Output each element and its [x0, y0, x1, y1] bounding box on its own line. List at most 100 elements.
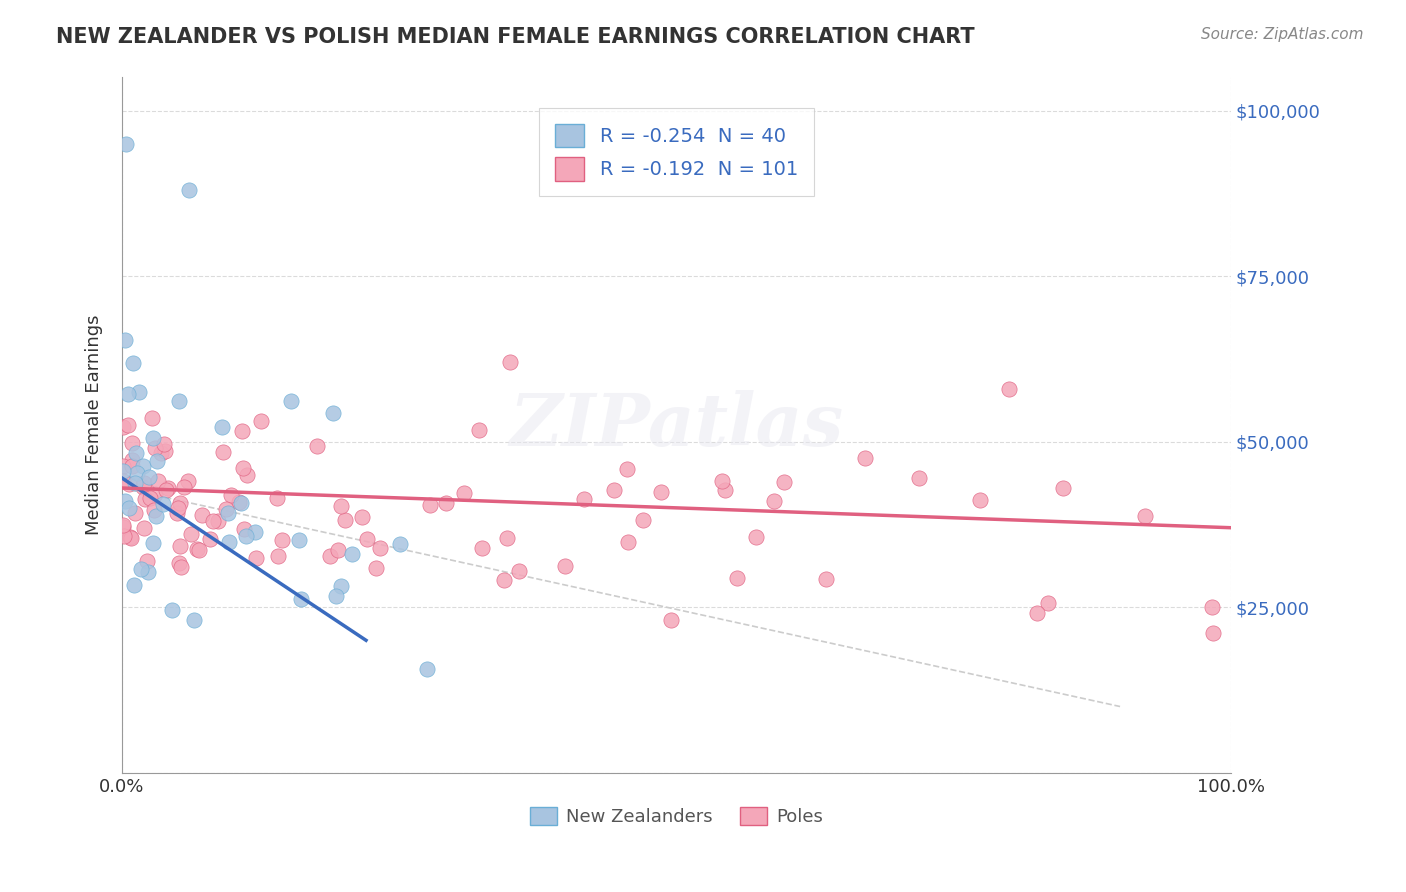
New Zealanders [127, 466, 149, 480]
Poles [177, 474, 200, 488]
Poles [499, 355, 522, 369]
Poles [250, 414, 273, 428]
Poles [143, 441, 166, 455]
Poles [762, 493, 785, 508]
Poles [120, 532, 142, 546]
Poles [330, 499, 353, 513]
New Zealanders [142, 536, 165, 550]
Poles [356, 532, 378, 546]
Poles [180, 527, 202, 541]
Poles [853, 450, 876, 465]
Poles [207, 514, 229, 528]
New Zealanders [128, 384, 150, 399]
Poles [153, 437, 176, 451]
New Zealanders [117, 387, 139, 401]
Poles [969, 493, 991, 508]
Poles [139, 491, 162, 505]
Poles [228, 495, 250, 509]
New Zealanders [290, 592, 312, 607]
Poles [508, 564, 530, 578]
Poles [419, 498, 441, 512]
New Zealanders [179, 183, 201, 197]
Poles [1201, 600, 1223, 615]
New Zealanders [114, 333, 136, 347]
New Zealanders [183, 613, 205, 627]
New Zealanders [211, 420, 233, 434]
Poles [1133, 509, 1156, 524]
Poles [112, 474, 135, 488]
Poles [132, 475, 155, 490]
Poles [659, 614, 682, 628]
New Zealanders [132, 459, 155, 474]
Text: ZIPatlas: ZIPatlas [509, 390, 844, 460]
Poles [814, 572, 837, 586]
Text: Source: ZipAtlas.com: Source: ZipAtlas.com [1201, 27, 1364, 42]
New Zealanders [122, 578, 145, 592]
Poles [725, 571, 748, 585]
New Zealanders [322, 406, 344, 420]
Poles [212, 444, 235, 458]
Poles [468, 423, 491, 437]
Poles [650, 484, 672, 499]
Poles [202, 514, 225, 528]
Poles [266, 491, 288, 505]
Poles [453, 486, 475, 500]
Y-axis label: Median Female Earnings: Median Female Earnings [86, 315, 103, 535]
New Zealanders [142, 431, 165, 445]
New Zealanders [129, 562, 152, 576]
Poles [112, 458, 135, 473]
Poles [319, 549, 342, 563]
Poles [143, 503, 166, 517]
New Zealanders [138, 470, 160, 484]
Poles [710, 474, 733, 488]
New Zealanders [329, 579, 352, 593]
Poles [117, 417, 139, 432]
Poles [616, 462, 638, 476]
Poles [124, 507, 146, 521]
New Zealanders [124, 476, 146, 491]
Poles [112, 419, 135, 434]
Poles [118, 530, 141, 544]
Poles [169, 556, 191, 570]
Poles [169, 496, 191, 510]
Poles [173, 480, 195, 494]
Poles [232, 461, 254, 475]
Poles [1202, 626, 1225, 640]
Poles [221, 488, 243, 502]
New Zealanders [162, 603, 184, 617]
Poles [112, 529, 135, 543]
Poles [186, 541, 208, 556]
Poles [434, 495, 457, 509]
Poles [148, 475, 170, 489]
Text: NEW ZEALANDER VS POLISH MEDIAN FEMALE EARNINGS CORRELATION CHART: NEW ZEALANDER VS POLISH MEDIAN FEMALE EA… [56, 27, 974, 46]
Poles [603, 483, 626, 497]
Poles [187, 542, 209, 557]
New Zealanders [167, 394, 190, 409]
New Zealanders [288, 533, 311, 547]
Poles [554, 558, 576, 573]
Poles [328, 543, 350, 558]
Poles [143, 487, 166, 501]
New Zealanders [125, 446, 148, 460]
New Zealanders [340, 547, 363, 561]
Poles [1036, 596, 1059, 610]
Poles [714, 483, 737, 498]
Poles [153, 444, 176, 458]
Poles [233, 522, 256, 536]
Poles [141, 411, 163, 425]
New Zealanders [229, 495, 252, 509]
New Zealanders [416, 662, 439, 676]
Poles [166, 506, 188, 520]
Poles [231, 424, 253, 438]
Poles [745, 530, 768, 544]
Poles [121, 452, 143, 467]
Poles [496, 531, 519, 545]
Poles [112, 520, 135, 534]
New Zealanders [114, 136, 136, 151]
Poles [200, 532, 222, 546]
Poles [368, 541, 391, 555]
New Zealanders [243, 525, 266, 540]
Legend: New Zealanders, Poles: New Zealanders, Poles [523, 799, 830, 833]
Poles [149, 446, 172, 460]
Poles [245, 551, 267, 566]
